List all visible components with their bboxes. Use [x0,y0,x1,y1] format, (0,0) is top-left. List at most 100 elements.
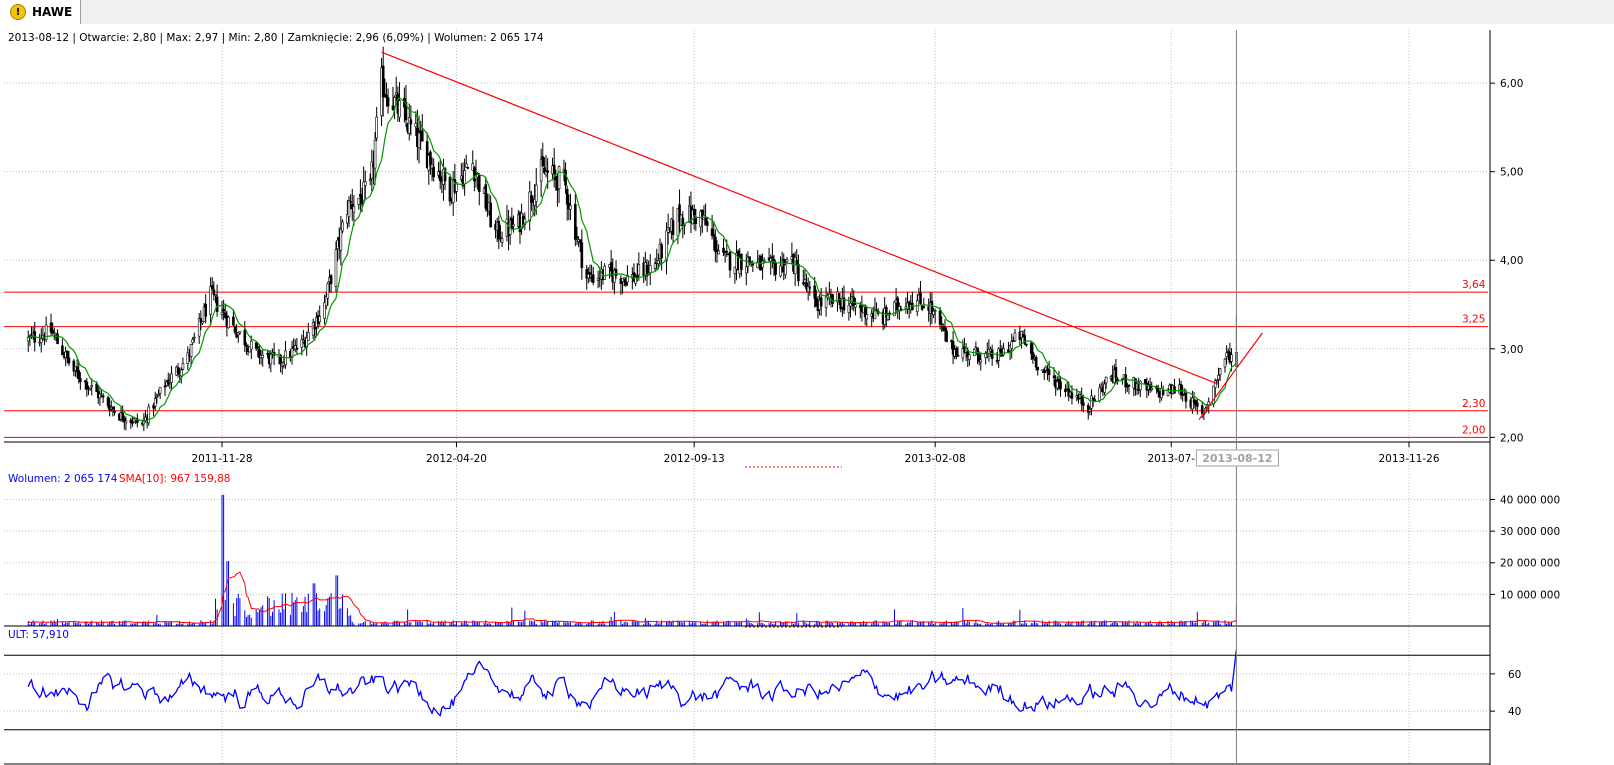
candle-body [523,218,527,226]
candle-body [464,163,468,168]
y-tick-label: 2,00 [1500,432,1523,444]
candle-body [603,265,606,280]
candle-body [1041,369,1044,371]
candle-body [473,167,476,182]
ult-line [27,649,1238,717]
candle-body [933,310,937,312]
candle-body [1173,386,1176,394]
candle-body [111,406,115,410]
candle-body [1098,387,1101,401]
candle-body [334,249,338,287]
candle-body [779,265,782,277]
candle-body [977,354,981,362]
candle-body [865,314,869,320]
candle-body [77,370,81,380]
candle-body [248,346,251,353]
candle-body [179,369,183,377]
candle-body [238,330,242,334]
candle-body [723,252,727,256]
candle-body [318,316,321,323]
candle-body [214,294,217,296]
candle-body [393,97,396,107]
candle-body [512,224,515,227]
candle-body [1196,402,1199,407]
candle-body [181,363,185,370]
candle-body [199,318,203,323]
candle-body [1191,397,1194,410]
candle-body [1091,397,1095,400]
candle-body [420,130,424,142]
candle-body [341,221,344,232]
candle-body [83,380,87,383]
candle-body [153,398,157,407]
candle-body [290,348,294,358]
candle-body [648,265,652,274]
candle-body [147,406,151,424]
candle-body [657,260,660,265]
grid [4,30,1488,763]
candle-body [1086,405,1090,413]
candle-body [943,327,947,331]
y-tick-label: 10 000 000 [1500,589,1560,601]
candle-body [831,294,834,304]
candle-body [250,340,253,350]
candle-body [39,338,43,344]
candle-body [44,324,48,340]
candle-body [136,418,139,423]
candle-body [1194,400,1197,405]
candle-body [621,278,624,282]
candle-body [565,188,569,205]
candle-body [1218,368,1222,376]
candle-body [201,321,204,324]
candle-body [455,182,458,192]
y-tick-label: 3,00 [1500,344,1523,356]
candle-body [733,266,737,274]
candle-body [671,220,675,236]
candle-body [391,105,395,111]
candle-body [1029,342,1033,354]
candle-body [157,394,160,396]
candle-body [261,354,265,359]
candle-body [236,332,240,336]
candle-body [1036,366,1040,371]
tab-hawe[interactable]: ! HAWE [0,0,81,24]
candle-body [385,94,388,99]
candle-body [1200,405,1204,414]
candle-body [705,221,709,226]
candle-body [204,303,208,317]
candle-body [254,342,258,349]
candle-body [824,296,828,308]
volume-bars [27,494,1237,626]
candle-body [1042,370,1046,373]
candle-body [819,297,823,307]
candle-body [1114,367,1118,379]
candle-body [398,100,401,118]
candle-body [189,344,193,357]
tab-bar: ! HAWE [0,0,1614,25]
candle-body [932,310,935,315]
candle-body [500,238,504,243]
candle-body [101,395,105,398]
horizontal-line-label: 3,64 [1462,279,1486,291]
candle-body [626,274,629,283]
candle-body [258,349,261,358]
chart-background [0,24,1614,765]
candle-body [596,277,600,281]
horizontal-line-label: 2,30 [1462,398,1485,410]
candle-body [587,273,590,279]
candle-body [984,352,987,358]
candle-body [1010,341,1014,349]
candle-body [575,235,579,239]
y-tick-label: 20 000 000 [1500,558,1560,570]
candle-body [956,354,960,357]
candle-body [1127,384,1131,387]
candle-body [155,395,159,398]
candle-body [1070,392,1074,399]
candle-body [922,306,926,309]
chart-area[interactable]: 3,64 3,25 2,30 2,00 6,00 5,00 4,00 3,00 2,00 40 … [0,24,1614,765]
candle-body [209,286,212,315]
candle-body [306,332,310,342]
candle-body [370,161,374,179]
candle-body [210,285,214,290]
candle-body [995,360,999,362]
